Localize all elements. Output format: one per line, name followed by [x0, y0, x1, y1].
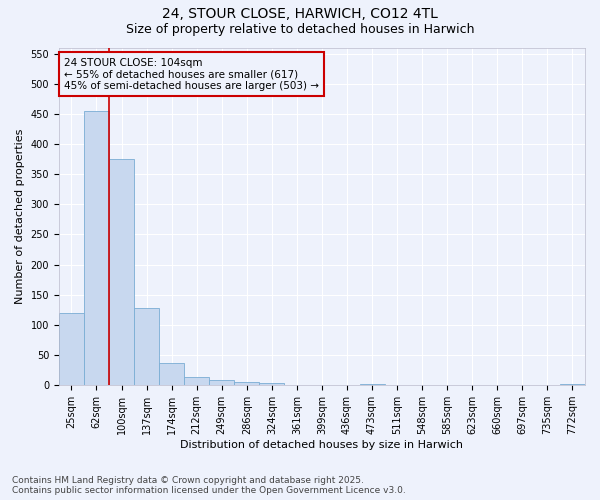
Y-axis label: Number of detached properties: Number of detached properties — [15, 128, 25, 304]
X-axis label: Distribution of detached houses by size in Harwich: Distribution of detached houses by size … — [181, 440, 463, 450]
Bar — [159, 363, 184, 385]
Bar — [59, 313, 84, 385]
Bar — [359, 384, 385, 385]
Bar — [284, 384, 310, 385]
Bar — [109, 159, 134, 385]
Bar — [134, 308, 159, 385]
Bar — [259, 384, 284, 385]
Bar — [184, 377, 209, 385]
Text: 24, STOUR CLOSE, HARWICH, CO12 4TL: 24, STOUR CLOSE, HARWICH, CO12 4TL — [162, 8, 438, 22]
Text: 24 STOUR CLOSE: 104sqm
← 55% of detached houses are smaller (617)
45% of semi-de: 24 STOUR CLOSE: 104sqm ← 55% of detached… — [64, 58, 319, 91]
Bar — [209, 380, 234, 385]
Bar — [310, 384, 334, 385]
Text: Size of property relative to detached houses in Harwich: Size of property relative to detached ho… — [126, 22, 474, 36]
Bar — [234, 382, 259, 385]
Text: Contains HM Land Registry data © Crown copyright and database right 2025.
Contai: Contains HM Land Registry data © Crown c… — [12, 476, 406, 495]
Bar — [560, 384, 585, 385]
Bar — [84, 111, 109, 385]
